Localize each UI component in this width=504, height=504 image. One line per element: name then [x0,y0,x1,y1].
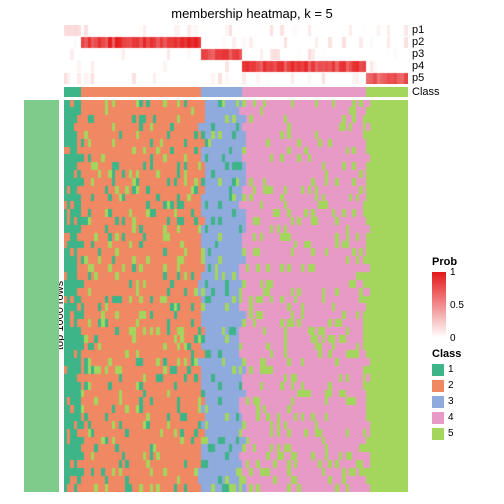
class-swatch-5 [432,428,444,440]
class-label-2: 2 [448,380,454,391]
membership-heatmap-figure: membership heatmap, k = 5 50 x 1 random … [0,0,504,504]
class-swatch-4 [432,412,444,424]
class-label-4: 4 [448,412,454,423]
row-label-p1: p1 [412,24,424,36]
left-selection-bar [24,100,59,492]
class-label-1: 1 [448,364,454,375]
class-strip [64,87,408,97]
row-label-p5: p5 [412,72,424,84]
class-swatch-1 [432,364,444,376]
class-legend-title: Class [432,348,461,360]
class-label-5: 5 [448,428,454,439]
row-label-p3: p3 [412,48,424,60]
row-label-p2: p2 [412,36,424,48]
class-label-3: 3 [448,396,454,407]
main-heatmap [64,100,408,492]
prob-tick-0.5: 0.5 [450,300,464,311]
row-label-class: Class [412,86,440,98]
prob-strips [64,25,408,84]
plot-title: membership heatmap, k = 5 [0,6,504,21]
prob-legend-gradient [432,272,446,338]
prob-tick-1: 1 [450,267,456,278]
class-swatch-3 [432,396,444,408]
prob-tick-0: 0 [450,333,456,344]
class-swatch-2 [432,380,444,392]
row-label-p4: p4 [412,60,424,72]
